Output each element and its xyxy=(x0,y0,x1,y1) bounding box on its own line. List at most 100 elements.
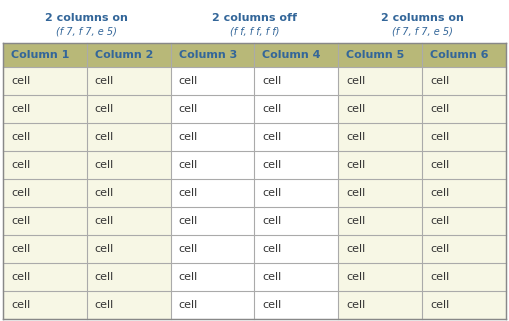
Bar xyxy=(87,263,171,291)
Bar xyxy=(338,67,422,95)
Text: cell: cell xyxy=(263,160,282,170)
Text: cell: cell xyxy=(95,104,114,114)
Text: 2 columns on: 2 columns on xyxy=(45,13,128,23)
Text: cell: cell xyxy=(346,272,365,282)
Text: cell: cell xyxy=(346,188,365,198)
Bar xyxy=(338,123,422,151)
Bar xyxy=(87,95,171,123)
Text: cell: cell xyxy=(430,132,449,142)
Bar xyxy=(87,235,171,263)
Text: cell: cell xyxy=(11,216,30,226)
Bar xyxy=(171,291,254,319)
Text: cell: cell xyxy=(95,272,114,282)
Text: Column 2: Column 2 xyxy=(95,50,153,60)
Bar xyxy=(254,151,338,179)
Text: cell: cell xyxy=(179,132,198,142)
Bar xyxy=(254,95,338,123)
Bar xyxy=(171,67,254,95)
Text: cell: cell xyxy=(95,216,114,226)
Text: cell: cell xyxy=(263,132,282,142)
Text: cell: cell xyxy=(11,160,30,170)
Text: cell: cell xyxy=(430,104,449,114)
Text: Column 4: Column 4 xyxy=(263,50,321,60)
Bar xyxy=(3,179,87,207)
Text: cell: cell xyxy=(179,104,198,114)
Text: (f 7, f 7, e 5): (f 7, f 7, e 5) xyxy=(392,27,453,37)
Text: cell: cell xyxy=(263,244,282,254)
Text: cell: cell xyxy=(346,244,365,254)
Bar xyxy=(171,207,254,235)
Text: (f 7, f 7, e 5): (f 7, f 7, e 5) xyxy=(56,27,117,37)
Text: Column 5: Column 5 xyxy=(346,50,405,60)
Text: cell: cell xyxy=(179,272,198,282)
Bar xyxy=(171,123,254,151)
Text: cell: cell xyxy=(263,300,282,310)
Bar xyxy=(3,123,87,151)
Text: (f f, f f, f f): (f f, f f, f f) xyxy=(230,27,279,37)
Text: cell: cell xyxy=(11,76,30,86)
Bar xyxy=(338,179,422,207)
Text: cell: cell xyxy=(430,76,449,86)
Bar xyxy=(422,43,506,67)
Bar xyxy=(87,151,171,179)
Bar xyxy=(254,179,338,207)
Text: cell: cell xyxy=(263,188,282,198)
Bar xyxy=(338,95,422,123)
Bar xyxy=(171,263,254,291)
Text: cell: cell xyxy=(263,76,282,86)
Text: cell: cell xyxy=(179,216,198,226)
Bar xyxy=(338,263,422,291)
Text: cell: cell xyxy=(263,272,282,282)
Text: cell: cell xyxy=(346,104,365,114)
Bar xyxy=(338,43,422,67)
Text: cell: cell xyxy=(430,188,449,198)
Bar xyxy=(422,235,506,263)
Bar xyxy=(254,67,338,95)
Bar xyxy=(3,67,87,95)
Bar xyxy=(254,123,338,151)
Text: 2 columns on: 2 columns on xyxy=(381,13,464,23)
Bar xyxy=(338,235,422,263)
Text: cell: cell xyxy=(430,300,449,310)
Text: 2 columns off: 2 columns off xyxy=(212,13,297,23)
Bar xyxy=(338,207,422,235)
Text: Column 1: Column 1 xyxy=(11,50,69,60)
Text: cell: cell xyxy=(11,132,30,142)
Bar xyxy=(254,263,338,291)
Text: cell: cell xyxy=(346,300,365,310)
Bar xyxy=(422,207,506,235)
Bar xyxy=(254,291,338,319)
Bar xyxy=(422,151,506,179)
Bar xyxy=(422,67,506,95)
Text: cell: cell xyxy=(263,104,282,114)
Bar xyxy=(254,43,338,67)
Text: cell: cell xyxy=(11,188,30,198)
Bar xyxy=(338,151,422,179)
Bar xyxy=(171,43,254,67)
Text: cell: cell xyxy=(346,216,365,226)
Text: cell: cell xyxy=(95,244,114,254)
Bar xyxy=(422,95,506,123)
Text: cell: cell xyxy=(179,160,198,170)
Text: cell: cell xyxy=(11,300,30,310)
Bar xyxy=(422,291,506,319)
Text: cell: cell xyxy=(179,76,198,86)
Text: Column 3: Column 3 xyxy=(179,50,237,60)
Bar xyxy=(171,235,254,263)
Bar xyxy=(171,95,254,123)
Text: cell: cell xyxy=(346,76,365,86)
Text: Column 6: Column 6 xyxy=(430,50,489,60)
Text: cell: cell xyxy=(11,244,30,254)
Bar xyxy=(171,151,254,179)
Text: cell: cell xyxy=(430,216,449,226)
Bar xyxy=(3,43,87,67)
Bar xyxy=(171,179,254,207)
Text: cell: cell xyxy=(95,132,114,142)
Bar xyxy=(254,207,338,235)
Bar xyxy=(338,291,422,319)
Text: cell: cell xyxy=(95,300,114,310)
Bar xyxy=(422,123,506,151)
Bar xyxy=(3,263,87,291)
Bar xyxy=(87,43,171,67)
Text: cell: cell xyxy=(346,160,365,170)
